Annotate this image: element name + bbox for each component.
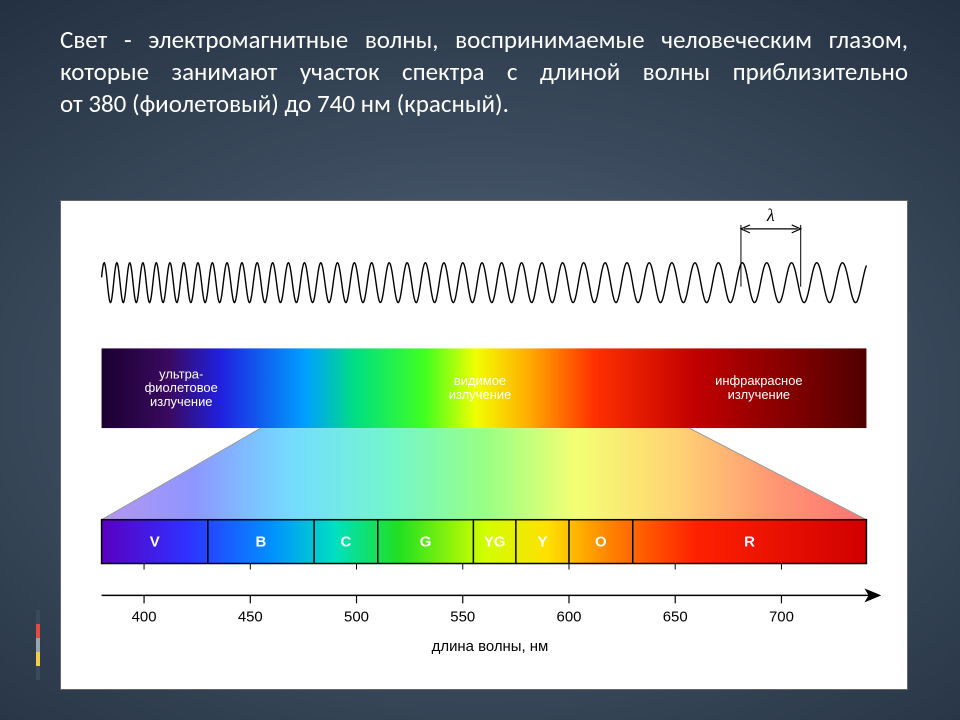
slide-accent-bar: [36, 610, 40, 680]
slide-paragraph: Свет - электромагнитные волны, восприним…: [60, 24, 908, 120]
svg-text:C: C: [341, 534, 352, 551]
full-spectrum-bar: ультра-фиолетовоеизлучениевидимоеизлучен…: [102, 348, 867, 428]
svg-text:длина волны, нм: длина волны, нм: [432, 638, 549, 655]
svg-text:G: G: [420, 534, 432, 551]
spectrum-diagram: λ ультра-фиолетовоеизлучениевидимоеизлуч…: [61, 201, 907, 689]
svg-text:O: O: [595, 534, 607, 551]
sine-wave: [102, 263, 867, 303]
svg-text:излучение: излучение: [449, 387, 512, 402]
svg-text:450: 450: [238, 608, 263, 625]
svg-text:Y: Y: [537, 534, 547, 551]
svg-text:λ: λ: [766, 205, 775, 225]
svg-text:650: 650: [663, 608, 688, 625]
svg-text:ультра-: ультра-: [159, 366, 203, 381]
svg-text:600: 600: [557, 608, 582, 625]
spectrum-expansion-rays: [102, 428, 867, 520]
svg-text:R: R: [744, 534, 755, 551]
svg-text:V: V: [150, 534, 160, 551]
svg-text:B: B: [256, 534, 267, 551]
svg-text:700: 700: [769, 608, 794, 625]
svg-text:фиолетовое: фиолетовое: [145, 380, 218, 395]
spectrum-diagram-panel: λ ультра-фиолетовоеизлучениевидимоеизлуч…: [60, 200, 908, 690]
svg-text:инфракрасное: инфракрасное: [715, 373, 802, 388]
svg-text:550: 550: [450, 608, 475, 625]
wavelength-axis: 400 450 500 550 600 650 700 длина волны, нм: [102, 564, 879, 656]
svg-text:излучение: излучение: [150, 394, 213, 409]
visible-spectrum-bar: V B C G YG Y O R: [102, 520, 867, 564]
svg-text:YG: YG: [484, 534, 506, 551]
svg-text:видимое: видимое: [454, 373, 506, 388]
svg-text:излучение: излучение: [728, 387, 791, 402]
svg-text:400: 400: [132, 608, 157, 625]
svg-text:500: 500: [344, 608, 369, 625]
